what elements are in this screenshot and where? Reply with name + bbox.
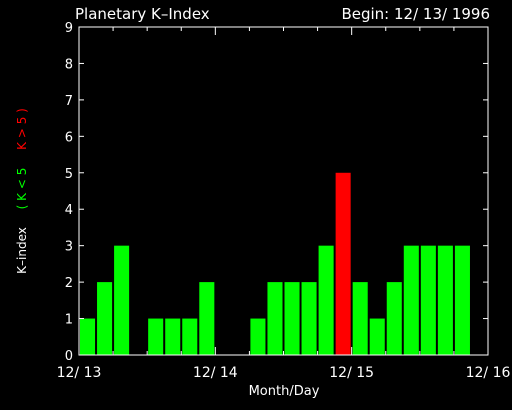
bar (114, 245, 130, 355)
bar (403, 245, 419, 355)
bar (352, 282, 368, 355)
bar (386, 282, 402, 355)
y-axis-label: K–index ( K < 5 K > 5 ) (15, 108, 29, 274)
x-axis: 12/ 13 12/ 14 12/ 15 12/ 16 (57, 27, 511, 381)
plot-frame (78, 26, 489, 356)
y-axis-label-prefix: K–index (15, 227, 29, 274)
bar (437, 245, 453, 355)
x-tick-label: 12/ 15 (329, 365, 374, 381)
bar (165, 318, 181, 355)
y-tick-label: 5 (65, 167, 73, 182)
bar (318, 245, 334, 355)
bars-group (80, 172, 470, 355)
y-tick-label: 6 (65, 130, 73, 145)
x-tick-label: 12/ 16 (466, 365, 511, 381)
bar (250, 318, 266, 355)
bar (454, 245, 470, 355)
y-axis-label-low: ( K < 5 (15, 168, 29, 210)
y-tick-label: 2 (65, 276, 73, 291)
x-tick-label: 12/ 14 (193, 365, 238, 381)
y-tick-label: 9 (65, 21, 73, 36)
y-tick-label: 4 (65, 203, 73, 218)
y-axis-label-high: K > 5 ) (15, 108, 29, 150)
bar (301, 282, 317, 355)
bar (284, 282, 300, 355)
bar (267, 282, 283, 355)
y-tick-label: 3 (65, 240, 73, 255)
bar (182, 318, 198, 355)
begin-date-label: Begin: 12/ 13/ 1996 (341, 5, 490, 23)
chart-title: Planetary K–Index (75, 5, 210, 23)
x-tick-label: 12/ 13 (57, 365, 102, 381)
bar (148, 318, 164, 355)
bar (369, 318, 385, 355)
y-tick-label: 8 (65, 57, 73, 72)
bar (97, 282, 113, 355)
y-tick-label: 1 (65, 313, 73, 328)
bar (335, 172, 351, 355)
y-tick-label: 7 (65, 94, 73, 109)
y-tick-label: 0 (65, 349, 73, 364)
bar (199, 282, 215, 355)
bar (80, 318, 96, 355)
bar (420, 245, 436, 355)
x-axis-label: Month/Day (249, 384, 320, 399)
